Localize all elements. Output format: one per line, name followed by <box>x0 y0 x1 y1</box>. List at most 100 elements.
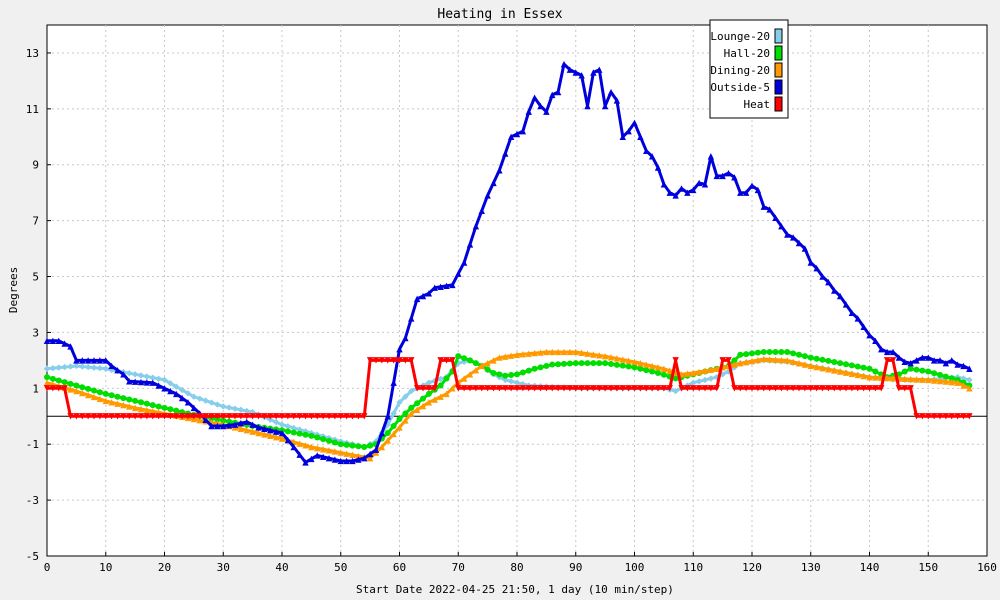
data-point-outside-5 <box>613 97 621 104</box>
data-point-heat <box>954 413 961 420</box>
data-point-outside-5 <box>784 231 791 238</box>
data-point-outside-5 <box>648 153 656 160</box>
data-point-hall-20 <box>472 360 479 367</box>
data-point-dining-20 <box>507 352 515 359</box>
data-point-outside-5 <box>137 378 145 386</box>
data-point-heat <box>719 357 726 364</box>
data-point-hall-20 <box>467 357 473 364</box>
data-point-dining-20 <box>137 405 145 413</box>
y-tick-label: 5 <box>32 271 39 284</box>
data-point-outside-5 <box>631 119 638 127</box>
data-point-outside-5 <box>402 334 409 342</box>
data-point-dining-20 <box>601 352 609 360</box>
data-point-hall-20 <box>754 349 761 356</box>
data-point-dining-20 <box>490 357 497 364</box>
data-point-heat <box>314 413 321 420</box>
data-point-lounge-20 <box>243 407 250 415</box>
data-point-heat <box>149 413 156 420</box>
data-point-hall-20 <box>743 351 750 358</box>
data-point-hall-20 <box>402 410 409 417</box>
data-point-dining-20 <box>349 451 356 459</box>
data-point-outside-5 <box>449 281 456 289</box>
data-point-outside-5 <box>742 189 750 196</box>
data-point-outside-5 <box>455 270 462 277</box>
data-point-outside-5 <box>554 88 562 96</box>
data-point-hall-20 <box>96 389 103 396</box>
y-tick-label: 3 <box>32 326 39 339</box>
data-point-heat <box>249 413 256 420</box>
data-point-dining-20 <box>108 399 115 406</box>
data-point-lounge-20 <box>208 399 215 406</box>
data-point-dining-20 <box>819 364 826 372</box>
data-point-outside-5 <box>496 167 503 174</box>
data-point-outside-5 <box>331 456 339 463</box>
data-point-dining-20 <box>625 357 632 364</box>
data-point-dining-20 <box>831 367 838 374</box>
data-point-outside-5 <box>466 241 474 248</box>
data-point-heat <box>284 413 292 420</box>
data-point-heat <box>966 413 973 420</box>
data-point-hall-20 <box>919 367 926 374</box>
data-point-hall-20 <box>731 357 738 364</box>
data-point-outside-5 <box>666 189 673 196</box>
data-point-heat <box>637 385 644 392</box>
data-point-lounge-20 <box>290 424 297 432</box>
data-point-heat <box>919 413 926 420</box>
data-point-hall-20 <box>320 436 327 443</box>
data-point-outside-5 <box>584 102 591 110</box>
data-point-heat <box>848 385 856 392</box>
data-point-outside-5 <box>184 399 192 406</box>
data-point-dining-20 <box>314 444 321 452</box>
data-point-heat <box>566 385 574 392</box>
data-point-dining-20 <box>948 378 955 386</box>
legend-swatch-hall-20 <box>774 45 783 61</box>
data-point-heat <box>948 413 955 420</box>
data-point-outside-5 <box>942 359 950 367</box>
data-point-outside-5 <box>537 102 544 110</box>
data-point-dining-20 <box>43 379 51 386</box>
data-point-hall-20 <box>931 370 938 377</box>
data-point-heat <box>396 357 403 364</box>
data-point-outside-5 <box>531 94 538 101</box>
legend-label-dining-20: Dining-20 <box>710 64 770 77</box>
data-point-heat <box>231 413 239 420</box>
data-point-outside-5 <box>919 354 926 361</box>
data-point-dining-20 <box>67 386 74 393</box>
data-point-outside-5 <box>249 421 256 428</box>
data-point-dining-20 <box>848 370 856 377</box>
data-point-dining-20 <box>666 367 673 374</box>
data-point-outside-5 <box>754 186 762 194</box>
data-point-hall-20 <box>114 393 121 400</box>
data-point-dining-20 <box>79 389 86 397</box>
data-point-dining-20 <box>325 447 333 454</box>
x-tick-label: 140 <box>860 561 880 574</box>
data-point-heat <box>413 385 421 392</box>
data-point-outside-5 <box>431 284 438 291</box>
data-point-hall-20 <box>819 356 826 363</box>
data-point-hall-20 <box>796 351 802 358</box>
data-point-hall-20 <box>355 443 362 450</box>
data-point-outside-5 <box>519 128 527 135</box>
data-point-heat <box>178 413 186 420</box>
data-point-dining-20 <box>925 376 932 384</box>
data-point-heat <box>737 385 744 392</box>
data-point-outside-5 <box>883 348 891 356</box>
y-tick-label: 11 <box>26 103 39 116</box>
data-point-dining-20 <box>760 355 767 363</box>
y-axis-label: Degrees <box>7 267 20 313</box>
x-tick-labels: 0 10 20 30 40 50 60 70 80 90 100 110 120 130 140 150 160 <box>44 552 997 574</box>
data-point-heat <box>807 385 814 392</box>
data-point-outside-5 <box>472 223 480 230</box>
legend-swatch-outside-5 <box>774 79 783 95</box>
data-point-heat <box>155 413 162 420</box>
data-point-heat <box>190 413 198 420</box>
data-point-hall-20 <box>543 362 550 369</box>
data-point-hall-20 <box>161 404 168 411</box>
data-point-lounge-20 <box>214 401 221 408</box>
data-point-dining-20 <box>396 424 403 431</box>
data-point-hall-20 <box>913 366 920 373</box>
data-point-heat <box>854 385 861 392</box>
series-group <box>43 60 973 466</box>
data-point-outside-5 <box>954 361 961 368</box>
data-point-dining-20 <box>566 348 574 356</box>
